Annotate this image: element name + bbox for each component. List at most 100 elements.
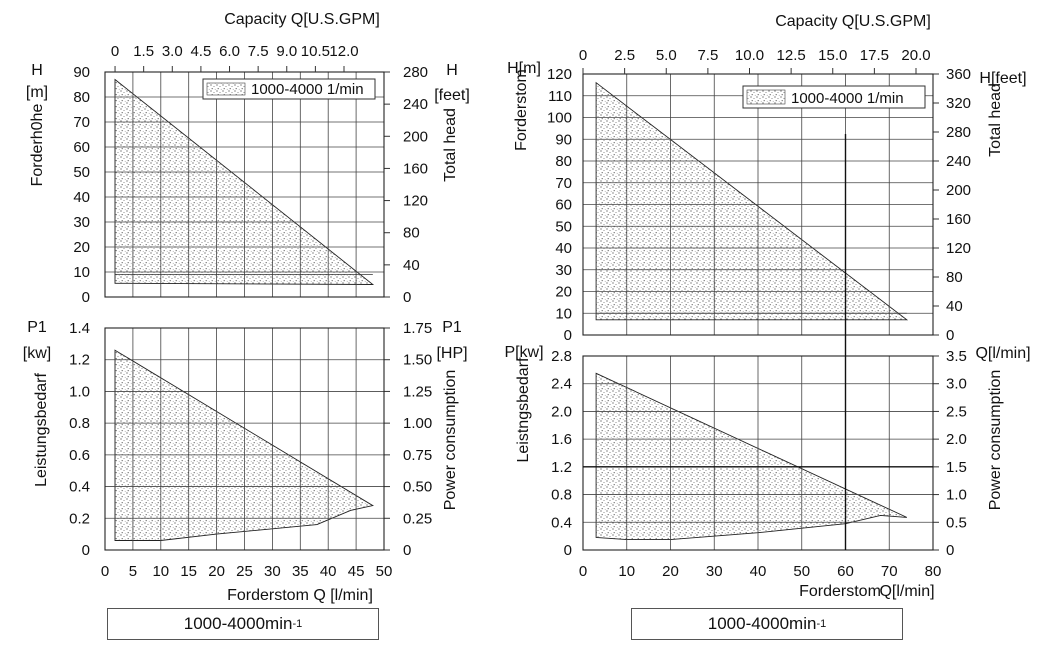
right-power-left-axis-title: Leistngsbedarf	[515, 357, 532, 463]
right-power-right-tick-label: 0.5	[946, 514, 967, 531]
right-power-right-tick-label: 3.5	[946, 348, 967, 365]
left-head-left-tick-label: 80	[73, 89, 90, 106]
right-top-tick-label: 7.5	[697, 47, 718, 64]
right-power-right-unit-title: Q[l/min]	[975, 345, 1030, 362]
left-power-right-axis-title: Power consumption	[442, 370, 459, 511]
right-top-axis-title: Capacity Q[U.S.GPM]	[775, 13, 931, 30]
left-legend-box	[202, 78, 376, 100]
left-head-right-unit-title: H	[446, 62, 458, 79]
right-head-chart: 0 10 20 30 40 50 60 70 80 90 100 110 120 0 40 80 120 160 2…	[507, 60, 1026, 344]
left-power-left-tick-label: 0	[82, 542, 90, 559]
left-head-left-tick-label: 50	[73, 164, 90, 181]
left-top-tick-label: 10.5	[301, 43, 330, 60]
left-bottom-tick-label: 25	[236, 563, 253, 580]
right-bottom-tick-label: 20	[662, 563, 679, 580]
left-panel: 010203040506070809004080120160200240280H…	[23, 11, 470, 604]
left-top-tick-label: 3.0	[162, 43, 183, 60]
right-head-left-tick-label: 30	[555, 262, 572, 279]
right-power-right-axis-title: Power consumption	[987, 370, 1004, 511]
left-power-left-tick-label: 1.2	[69, 352, 90, 369]
left-power-left-tick-label: 1.4	[69, 320, 90, 337]
right-power-left-tick-label: 2.4	[551, 376, 572, 393]
right-head-frame	[582, 73, 934, 336]
right-bottom-tick-label: 30	[706, 563, 723, 580]
caption-left-text: 1000-4000min	[183, 614, 293, 633]
right-head-left-tick-label: 70	[555, 175, 572, 192]
right-head-right-axis-title: Total head	[987, 83, 1004, 157]
left-top-axis-title: Capacity Q[U.S.GPM]	[224, 11, 380, 28]
left-power-right-tick-label: 0.25	[403, 510, 432, 527]
right-head-right-tick-label: 280	[946, 124, 971, 141]
left-power-left-tick-label: 0.2	[69, 510, 90, 527]
right-head-left-tick-label: 100	[547, 110, 572, 127]
left-bottom-tick-label: 0	[101, 563, 109, 580]
left-head-right-tick-label: 0	[403, 289, 411, 306]
left-power-left-tick-label: 1.0	[69, 383, 90, 400]
right-power-right-tick-label: 1.5	[946, 459, 967, 476]
left-power-left-unit-title: [kw]	[23, 345, 51, 362]
left-head-right-tick-label: 280	[403, 64, 428, 81]
left-head-left-tick-label: 90	[73, 64, 90, 81]
left-power-left-tick-label: 0.8	[69, 415, 90, 432]
left-power-left-tick-label: 0.6	[69, 447, 90, 464]
right-bottom-tick-label: 50	[793, 563, 810, 580]
left-power-right-tick-label: 1.50	[403, 352, 432, 369]
left-top-tick-label: 12.0	[329, 43, 358, 60]
left-top-tick-label: 9.0	[276, 43, 297, 60]
left-power-chart: 0 0.2 0.4 0.6 0.8 1.0 1.2 1.4 0 0.25 0.50 0.75 1.00 1…	[23, 319, 468, 559]
right-power-frame	[582, 355, 934, 551]
left-bottom-tick-label: 10	[152, 563, 169, 580]
caption-right: 1000-4000min -1	[631, 608, 903, 640]
left-bottom-tick-label: 5	[129, 563, 137, 580]
left-head-right-axis-title: Total head	[442, 108, 459, 182]
left-power-right-unit-title: [HP]	[436, 345, 467, 362]
right-power-left-tick-label: 0	[564, 542, 572, 559]
left-head-left-tick-label: 40	[73, 189, 90, 206]
right-power-right-tick-label: 2.0	[946, 431, 967, 448]
right-power-left-tick-label: 2.0	[551, 403, 572, 420]
right-power-right-tick-label: 3.0	[946, 376, 967, 393]
right-head-left-axis-title: Forderstom	[513, 69, 530, 151]
right-head-left-tick-label: 0	[564, 327, 572, 344]
right-power-left-tick-label: 1.2	[551, 459, 572, 476]
left-legend-label: 1000-4000 1/min	[251, 81, 364, 98]
left-top-tick-label: 6.0	[219, 43, 240, 60]
right-bottom-tick-label: 80	[925, 563, 942, 580]
left-head-left-tick-label: 10	[73, 264, 90, 281]
right-head-right-tick-label: 200	[946, 182, 971, 199]
left-bottom-tick-label: 20	[208, 563, 225, 580]
right-head-right-tick-label: 160	[946, 211, 971, 228]
right-bottom-axis-unit: Q[l/min]	[879, 583, 934, 600]
left-power-left-unit-title: P1	[27, 319, 47, 336]
left-power-frame	[104, 327, 385, 551]
caption-right-sup: -1	[816, 618, 827, 630]
right-bottom-tick-label: 10	[618, 563, 635, 580]
right-head-left-tick-label: 10	[555, 305, 572, 322]
left-head-left-tick-label: 30	[73, 214, 90, 231]
left-head-right-unit-title: [feet]	[434, 87, 470, 104]
left-head-right-tick-label: 40	[403, 257, 420, 274]
left-power-right-tick-label: 0.50	[403, 479, 432, 496]
right-top-tick-label: 15.0	[818, 47, 847, 64]
left-head-left-unit-title: H	[31, 62, 43, 79]
left-bottom-tick-label: 40	[320, 563, 337, 580]
right-head-left-unit-title: H[m]	[507, 60, 541, 77]
right-panel: 0102030405060708090100110120040801201602…	[504, 13, 1030, 600]
left-power-right-tick-label: 1.75	[403, 320, 432, 337]
left-head-chart: 0 10 20 30 40 50 60 70 80 90 0 40 80 120 160 200 240 280 H…	[26, 62, 470, 306]
right-bottom-axis-title: Forderstom	[799, 583, 881, 600]
right-top-tick-label: 20.0	[901, 47, 930, 64]
left-power-right-tick-label: 1.00	[403, 415, 432, 432]
right-head-left-tick-label: 90	[555, 131, 572, 148]
caption-left-sup: -1	[292, 618, 303, 630]
right-head-right-tick-label: 0	[946, 327, 954, 344]
right-power-envelope-area	[595, 372, 907, 541]
left-head-left-tick-label: 20	[73, 239, 90, 256]
right-power-left-tick-label: 2.8	[551, 348, 572, 365]
right-power-left-tick-label: 0.4	[551, 514, 572, 531]
right-bottom-tick-label: 60	[837, 563, 854, 580]
left-head-right-tick-label: 160	[403, 160, 428, 177]
left-head-right-tick-label: 120	[403, 193, 428, 210]
right-power-right-tick-label: 0	[946, 542, 954, 559]
